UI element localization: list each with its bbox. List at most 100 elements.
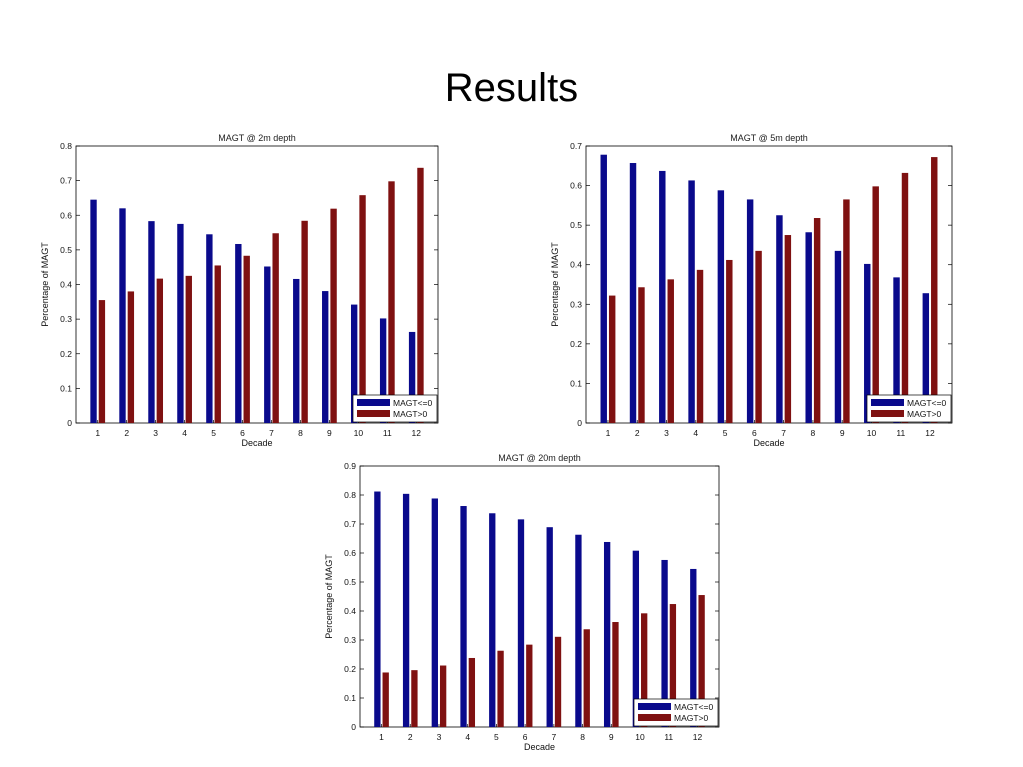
x-tick-label: 8 xyxy=(580,732,585,742)
bar-magt-gt-0 xyxy=(301,220,308,423)
bar-magt-le-0 xyxy=(379,318,387,423)
bar-magt-gt-0 xyxy=(698,595,705,727)
bar-magt-gt-0 xyxy=(156,278,164,423)
legend-label: MAGT<=0 xyxy=(674,702,713,712)
x-tick-label: 3 xyxy=(437,732,442,742)
bar-magt-gt-0 xyxy=(813,218,821,423)
chart-title: MAGT @ 5m depth xyxy=(730,133,808,143)
bar-magt-gt-0 xyxy=(411,670,418,727)
bar-magt-gt-0 xyxy=(843,199,850,423)
bar-magt-gt-0 xyxy=(214,265,221,423)
x-tick-label: 9 xyxy=(327,428,332,438)
x-tick-label: 7 xyxy=(781,428,786,438)
x-axis-label: Decade xyxy=(524,742,555,752)
chart-svg: MAGT @ 2m depth 0 0.1 0.2 0.3 0.4 0.5 0.6 0.7 0.8… xyxy=(40,133,439,448)
y-tick-label: 0.3 xyxy=(344,635,356,645)
x-tick-label: 2 xyxy=(124,428,129,438)
bar-magt-le-0 xyxy=(661,559,668,727)
x-tick-label: 4 xyxy=(465,732,470,742)
x-tick-label: 4 xyxy=(693,428,698,438)
bar-magt-gt-0 xyxy=(755,250,762,423)
bar-magt-gt-0 xyxy=(359,195,366,423)
bar-magt-gt-0 xyxy=(526,644,533,727)
bar-magt-le-0 xyxy=(922,293,930,423)
bar-magt-le-0 xyxy=(489,513,496,727)
y-tick-label: 0.1 xyxy=(60,383,72,393)
y-tick-label: 0.8 xyxy=(344,490,356,500)
x-tick-label: 9 xyxy=(840,428,845,438)
bar-magt-le-0 xyxy=(350,304,358,423)
bar-magt-gt-0 xyxy=(185,275,192,423)
chart-20m-depth: MAGT @ 20m depth 0 0.1 0.2 0.3 0.4 0.5 0.6 0.7 0.… xyxy=(316,447,721,757)
bar-magt-gt-0 xyxy=(583,629,590,727)
x-axis-label: Decade xyxy=(241,438,272,448)
bar-magt-le-0 xyxy=(293,278,300,423)
y-tick-label: 0.3 xyxy=(570,299,582,309)
legend-swatch xyxy=(357,399,390,406)
x-tick-label: 1 xyxy=(379,732,384,742)
bar-magt-gt-0 xyxy=(382,672,389,727)
bar-magt-le-0 xyxy=(408,331,416,423)
bar-magt-le-0 xyxy=(374,491,381,727)
y-tick-label: 0.2 xyxy=(344,664,356,674)
chart-svg: MAGT @ 20m depth 0 0.1 0.2 0.3 0.4 0.5 0.6 0.7 0.… xyxy=(324,453,720,752)
legend-label: MAGT<=0 xyxy=(393,398,432,408)
bar-magt-gt-0 xyxy=(726,259,733,423)
bar-magt-gt-0 xyxy=(554,636,562,727)
bar-magt-le-0 xyxy=(90,199,97,423)
x-tick-label: 1 xyxy=(606,428,611,438)
plot-area xyxy=(75,145,439,424)
x-tick-label: 10 xyxy=(635,732,645,742)
y-tick-label: 0.7 xyxy=(344,519,356,529)
x-tick-label: 11 xyxy=(664,732,673,742)
legend-label: MAGT>0 xyxy=(674,713,709,723)
bar-magt-gt-0 xyxy=(901,172,909,423)
x-tick-label: 5 xyxy=(723,428,728,438)
x-tick-label: 11 xyxy=(383,428,392,438)
x-tick-label: 1 xyxy=(95,428,100,438)
y-tick-label: 0 xyxy=(67,418,72,428)
bar-magt-le-0 xyxy=(460,506,467,727)
x-tick-label: 6 xyxy=(752,428,757,438)
x-tick-label: 6 xyxy=(240,428,245,438)
chart-title: MAGT @ 2m depth xyxy=(218,133,296,143)
y-axis-label: Percentage of MAGT xyxy=(550,242,560,327)
y-tick-label: 0.4 xyxy=(344,606,356,616)
bar-magt-le-0 xyxy=(322,291,329,423)
bar-magt-gt-0 xyxy=(98,300,106,423)
y-tick-label: 0.8 xyxy=(60,141,72,151)
bar-magt-le-0 xyxy=(206,234,213,423)
x-tick-label: 6 xyxy=(523,732,528,742)
slide-title: Results xyxy=(444,66,579,110)
legend-swatch xyxy=(871,410,904,417)
bar-magt-le-0 xyxy=(575,534,582,727)
y-axis-label: Percentage of MAGT xyxy=(324,554,334,639)
bar-magt-le-0 xyxy=(893,277,900,423)
legend-label: MAGT>0 xyxy=(907,409,942,419)
bar-magt-gt-0 xyxy=(243,255,250,423)
x-tick-label: 4 xyxy=(182,428,187,438)
y-axis-label: Percentage of MAGT xyxy=(40,242,50,327)
bar-magt-le-0 xyxy=(629,163,637,423)
bar-magt-gt-0 xyxy=(641,613,648,727)
legend-label: MAGT<=0 xyxy=(907,398,946,408)
bar-magt-gt-0 xyxy=(272,233,279,423)
bar-magt-le-0 xyxy=(600,154,607,423)
bar-magt-le-0 xyxy=(688,180,695,423)
x-tick-label: 5 xyxy=(494,732,499,742)
x-tick-label: 11 xyxy=(896,428,905,438)
bar-magt-le-0 xyxy=(517,519,525,727)
x-tick-label: 7 xyxy=(269,428,274,438)
bar-magt-le-0 xyxy=(776,215,783,423)
bar-magt-le-0 xyxy=(546,527,553,727)
bar-magt-le-0 xyxy=(235,243,242,423)
x-tick-label: 7 xyxy=(551,732,556,742)
bar-magt-gt-0 xyxy=(439,665,447,727)
x-tick-label: 8 xyxy=(298,428,303,438)
x-tick-label: 3 xyxy=(153,428,158,438)
y-tick-label: 0 xyxy=(577,418,582,428)
legend-swatch xyxy=(357,410,390,417)
